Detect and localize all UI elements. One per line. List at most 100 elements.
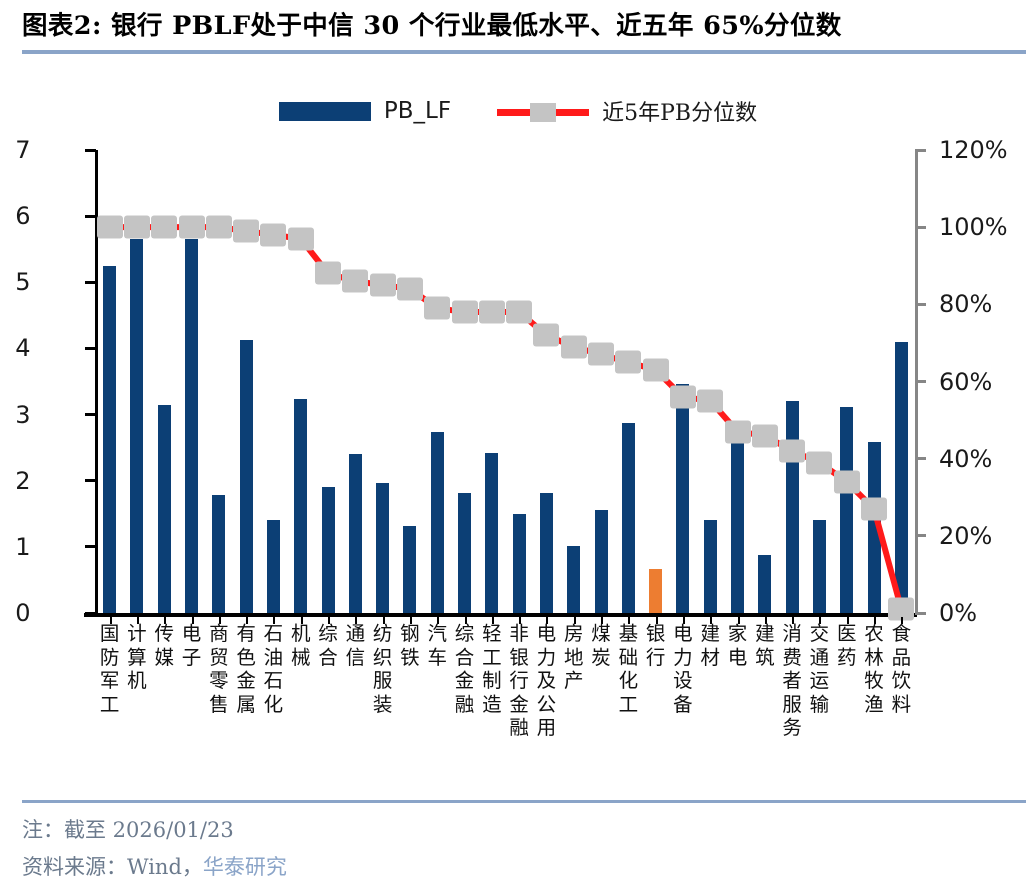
x-axis-label-27: 交通运输	[809, 622, 830, 716]
percentile-marker-8	[287, 227, 314, 251]
y-axis-left-tick	[85, 545, 96, 549]
y-axis-left-tick	[85, 214, 96, 218]
x-axis-tick	[273, 617, 276, 624]
x-axis-tick	[792, 617, 795, 624]
bar-22	[676, 384, 690, 613]
bar-14	[458, 492, 472, 613]
x-axis-tick	[601, 617, 604, 624]
x-axis-tick	[682, 617, 685, 624]
x-axis-label-7: 石油石化	[263, 622, 284, 716]
x-axis-tick	[519, 617, 522, 624]
x-axis-tick	[300, 617, 303, 624]
percentile-marker-30	[888, 597, 915, 621]
x-axis-tick	[109, 617, 112, 624]
x-axis-labels: 国防军工计算机传媒电子商贸零售有色金属石油石化机械综合通信纺织服装钢铁汽车综合金…	[96, 622, 926, 772]
x-axis-tick	[491, 617, 494, 624]
y-axis-right-tick	[915, 380, 926, 383]
y-axis-right-tick	[915, 302, 926, 306]
y-axis-right-tick-label: 120%	[939, 136, 1008, 164]
x-axis	[84, 613, 917, 617]
percentile-marker-13	[424, 296, 451, 320]
y-axis-right-tick	[915, 148, 926, 152]
x-axis-tick	[355, 617, 358, 624]
x-axis-tick	[409, 617, 412, 624]
y-axis-left-tick-label: 0	[15, 599, 31, 627]
x-axis-label-22: 电力设备	[673, 622, 693, 716]
bar-17	[539, 492, 553, 613]
y-axis-right-tick	[915, 534, 926, 538]
x-axis-label-29: 农林牧渔	[864, 622, 884, 716]
legend-item-pb-lf: PB_LF	[278, 98, 452, 124]
y-axis-left-tick	[85, 611, 96, 615]
x-axis-tick	[737, 617, 740, 624]
percentile-marker-16	[506, 300, 533, 324]
x-axis-tick	[328, 617, 331, 624]
x-axis-tick	[218, 617, 221, 624]
x-axis-tick	[136, 617, 139, 624]
percentile-marker-6	[233, 219, 260, 243]
bar-12	[403, 525, 417, 613]
percentile-marker-28	[833, 470, 860, 494]
bar-23	[703, 519, 717, 613]
bar-5	[212, 495, 226, 613]
plot-inner: 0 1 2 3 4 5 6 7 0% 20% 40% 60% 80% 100% 120%	[15, 136, 1007, 627]
x-axis-tick	[464, 617, 467, 624]
percentile-marker-1	[96, 215, 123, 239]
y-axis-left-tick	[85, 148, 96, 152]
x-axis-tick	[819, 617, 822, 624]
x-axis-label-16: 非银行金融	[509, 622, 529, 739]
percentile-marker-23	[697, 389, 724, 413]
bar-30	[894, 342, 908, 613]
x-axis-tick	[628, 617, 631, 624]
percentile-marker-26	[779, 439, 806, 463]
y-axis-right-tick-label: 20%	[939, 521, 993, 550]
y-axis-left-tick-label: 4	[15, 334, 31, 363]
y-axis-left-tick	[85, 413, 96, 417]
y-axis-right-tick-label: 40%	[939, 444, 993, 473]
legend-label-pb-lf: PB_LF	[383, 98, 452, 124]
legend-item-percentile: 近5年PB分位数	[497, 95, 757, 127]
y-axis-left-tick	[85, 280, 96, 284]
x-axis-tick	[573, 617, 576, 624]
percentile-line	[109, 224, 905, 610]
percentile-marker-25	[751, 424, 778, 448]
x-axis-tick	[382, 617, 385, 624]
x-axis-label-26: 消费者服务	[782, 622, 802, 739]
percentile-marker-9	[315, 261, 342, 285]
y-axis-left-tick-label: 5	[15, 268, 31, 297]
percentile-marker-7	[260, 223, 287, 247]
x-axis-label-8: 机械	[290, 622, 311, 669]
bar-11	[376, 483, 390, 613]
percentile-marker-11	[369, 273, 396, 297]
x-axis-label-24: 家电	[727, 622, 748, 669]
bar-20	[621, 422, 635, 613]
bar-13	[430, 432, 444, 613]
percentile-marker-4	[178, 215, 205, 239]
chart-title-bar: 图表2: 银行 PBLF处于中信 30 个行业最低水平、近五年 65%分位数	[22, 8, 1022, 52]
bar-3	[157, 404, 171, 613]
legend-label-percentile: 近5年PB分位数	[602, 101, 758, 126]
footer-source-prefix: 资料来源：Wind，	[22, 855, 203, 879]
bar-28	[840, 407, 854, 613]
footer-note: 注：截至 2026/01/23	[22, 818, 234, 842]
x-axis-label-23: 建材	[700, 622, 720, 669]
y-axis-left-tick-label: 3	[15, 400, 31, 429]
x-axis-label-30: 食品饮料	[891, 622, 912, 716]
title-divider	[22, 50, 1026, 54]
x-axis-label-19: 煤炭	[591, 622, 611, 669]
percentile-marker-21	[642, 358, 669, 382]
y-axis-left-tick-label: 7	[15, 136, 31, 164]
y-axis-left-tick	[85, 346, 96, 350]
x-axis-label-25: 建筑	[755, 622, 775, 669]
x-axis-label-1: 国防军工	[99, 622, 120, 716]
bar-27	[812, 519, 826, 613]
footer-divider	[22, 800, 1026, 803]
x-axis-tick	[846, 617, 849, 624]
y-axis-right-tick	[915, 457, 926, 461]
y-axis-right-tick-label: 0%	[939, 599, 978, 627]
percentile-marker-5	[205, 215, 232, 239]
legend-bar-swatch	[278, 101, 371, 121]
bar-2	[130, 239, 144, 613]
bar-6	[239, 339, 253, 613]
y-axis-left-tick-label: 1	[15, 532, 31, 561]
